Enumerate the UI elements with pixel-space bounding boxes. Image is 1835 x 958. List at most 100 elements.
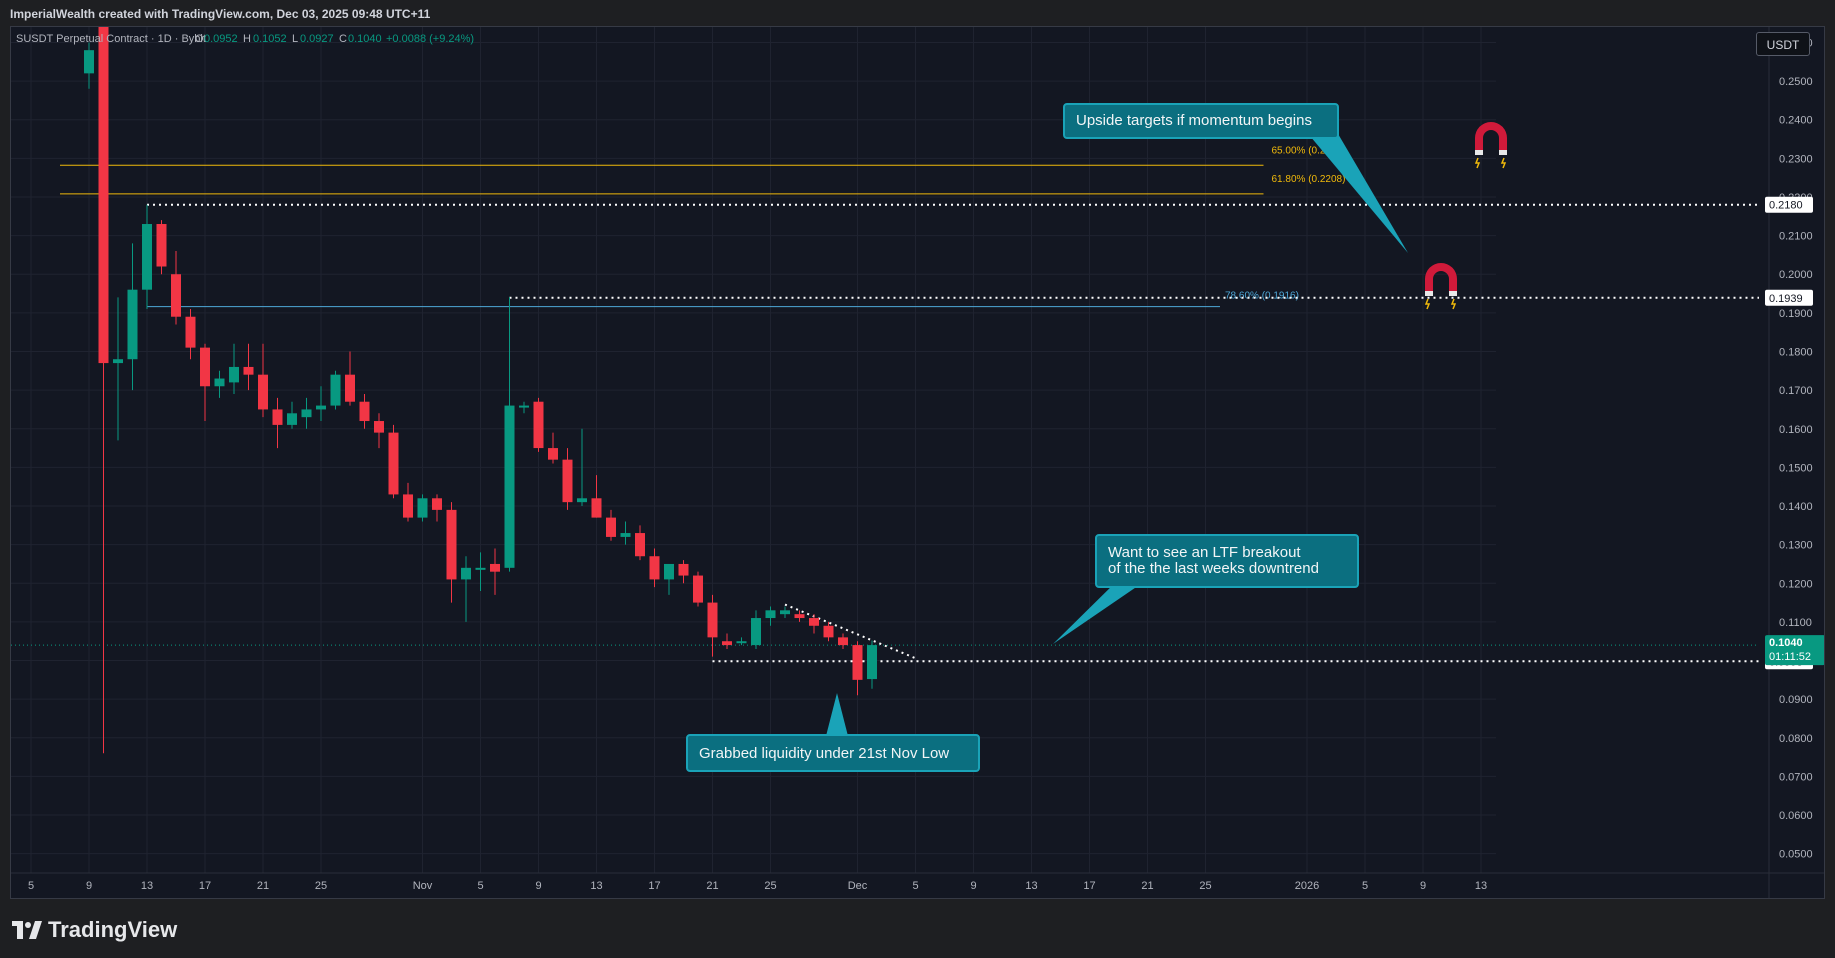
callout-ltf-line2: of the the last weeks downtrend xyxy=(1108,560,1319,577)
currency-button[interactable]: USDT xyxy=(1756,32,1810,56)
countdown-label: 01:11:52 xyxy=(1769,651,1811,663)
candle-body[interactable] xyxy=(229,366,239,383)
candle-body[interactable] xyxy=(649,556,660,580)
candle-body[interactable] xyxy=(142,224,152,290)
horizontal-levels: 65.00% (0.2282) 61.80% (0.2208) 78.60% (0.… xyxy=(11,127,1759,736)
candle-body[interactable] xyxy=(461,567,471,580)
candle-body[interactable] xyxy=(156,224,167,267)
candle-body[interactable] xyxy=(664,563,674,580)
candle-body[interactable] xyxy=(635,533,645,557)
candle-body[interactable] xyxy=(794,614,805,619)
candle-body[interactable] xyxy=(707,602,718,638)
x-tick-label: 25 xyxy=(1199,880,1211,892)
candle-body[interactable] xyxy=(359,401,370,422)
candlestick-chart[interactable]: 65.00% (0.2282) 61.80% (0.2208) 78.60% (0.… xyxy=(11,27,1825,899)
candle-body[interactable] xyxy=(780,610,790,615)
candle-body[interactable] xyxy=(258,374,268,410)
callout-liquidity-text: Grabbed liquidity under 21st Nov Low xyxy=(699,745,950,762)
legend-low-value: 0.0927 xyxy=(300,33,334,45)
candle-body[interactable] xyxy=(345,374,355,402)
top-caption-bar: ImperialWealth created with TradingView.… xyxy=(0,0,1835,26)
candle-body[interactable] xyxy=(330,374,341,406)
candle-body[interactable] xyxy=(374,421,384,433)
candle-body[interactable] xyxy=(113,359,123,364)
magnet-pole xyxy=(1499,150,1507,155)
x-tick-label: 25 xyxy=(315,880,327,892)
y-tick-label: 0.1600 xyxy=(1779,424,1813,436)
x-tick-label: 17 xyxy=(648,880,660,892)
candle-body[interactable] xyxy=(562,459,573,503)
candle-body[interactable] xyxy=(200,347,210,387)
candle-body[interactable] xyxy=(823,625,834,638)
candle-body[interactable] xyxy=(316,405,326,410)
candle-body[interactable] xyxy=(432,498,442,510)
candle-body[interactable] xyxy=(606,517,616,537)
candle-body[interactable] xyxy=(693,575,703,603)
candle-body[interactable] xyxy=(272,409,283,425)
x-tick-label: 13 xyxy=(1475,880,1487,892)
callout-ltf-breakout: Want to see an LTF breakout of the the l… xyxy=(1095,534,1359,588)
tradingview-brand[interactable]: TradingView xyxy=(12,917,177,943)
candle-body[interactable] xyxy=(214,378,225,387)
candle-body[interactable] xyxy=(243,366,254,375)
candle-body[interactable] xyxy=(809,618,819,626)
x-tick-label: 21 xyxy=(1141,880,1153,892)
x-tick-label: 5 xyxy=(912,880,918,892)
candle-body[interactable] xyxy=(301,409,312,418)
candle-series[interactable] xyxy=(84,27,877,754)
candle-body[interactable] xyxy=(678,563,689,576)
tradingview-logo-icon xyxy=(12,921,42,939)
x-tick-label: 25 xyxy=(764,880,776,892)
candle-body[interactable] xyxy=(533,401,544,449)
candle-body[interactable] xyxy=(867,645,877,680)
callout-upside-targets: Upside targets if momentum begins xyxy=(1063,103,1339,139)
candle-body[interactable] xyxy=(591,498,602,518)
candle-body[interactable] xyxy=(171,274,181,317)
candle-body[interactable] xyxy=(519,405,529,408)
y-tick-label: 0.0600 xyxy=(1779,810,1813,822)
magnet-spark xyxy=(1424,298,1431,310)
downtrend-line xyxy=(784,603,916,660)
price-tag-label: 0.1939 xyxy=(1769,293,1803,305)
candle-body[interactable] xyxy=(620,533,631,537)
candle-body[interactable] xyxy=(98,27,109,364)
callout-grabbed-liquidity: Grabbed liquidity under 21st Nov Low xyxy=(686,734,980,772)
callout-ltf-line1: Want to see an LTF breakout xyxy=(1108,544,1301,561)
candle-body[interactable] xyxy=(548,448,558,460)
candle-body[interactable] xyxy=(722,641,732,646)
candle-body[interactable] xyxy=(838,637,848,646)
publisher-caption: ImperialWealth created with TradingView.… xyxy=(10,7,431,21)
candle-body[interactable] xyxy=(765,610,776,619)
candle-body[interactable] xyxy=(852,645,863,680)
y-tick-label: 0.1500 xyxy=(1779,462,1813,474)
magnet-spark xyxy=(1500,157,1507,169)
magnet-pole xyxy=(1425,291,1433,296)
candle-body[interactable] xyxy=(417,498,428,518)
callout-upside-text: Upside targets if momentum begins xyxy=(1076,112,1312,129)
x-tick-label: 9 xyxy=(535,880,541,892)
x-tick-label: 13 xyxy=(590,880,602,892)
price-tag xyxy=(1765,289,1813,306)
x-tick-label: 17 xyxy=(199,880,211,892)
brand-name: TradingView xyxy=(48,917,178,942)
x-tick-label: Nov xyxy=(413,880,433,892)
candle-body[interactable] xyxy=(577,498,587,503)
y-tick-label: 0.2500 xyxy=(1779,76,1813,88)
chart-pane[interactable]: 65.00% (0.2282) 61.80% (0.2208) 78.60% (0.… xyxy=(10,26,1825,899)
candle-body[interactable] xyxy=(403,494,413,518)
x-tick-label: Dec xyxy=(848,880,868,892)
candle-body[interactable] xyxy=(736,641,747,644)
candle-body[interactable] xyxy=(127,289,138,360)
candle-body[interactable] xyxy=(446,509,457,580)
callout-pointer-upside xyxy=(1310,127,1408,253)
candle-body[interactable] xyxy=(84,50,94,74)
y-tick-label: 0.2000 xyxy=(1779,269,1813,281)
y-axis[interactable]: 0.05000.06000.07000.08000.09000.10000.11… xyxy=(1765,27,1825,899)
candle-body[interactable] xyxy=(185,316,196,348)
candle-body[interactable] xyxy=(475,567,486,570)
candle-body[interactable] xyxy=(388,432,399,495)
candle-body[interactable] xyxy=(504,405,515,568)
candle-body[interactable] xyxy=(490,563,500,572)
candle-body[interactable] xyxy=(751,618,761,646)
candle-body[interactable] xyxy=(287,413,297,425)
